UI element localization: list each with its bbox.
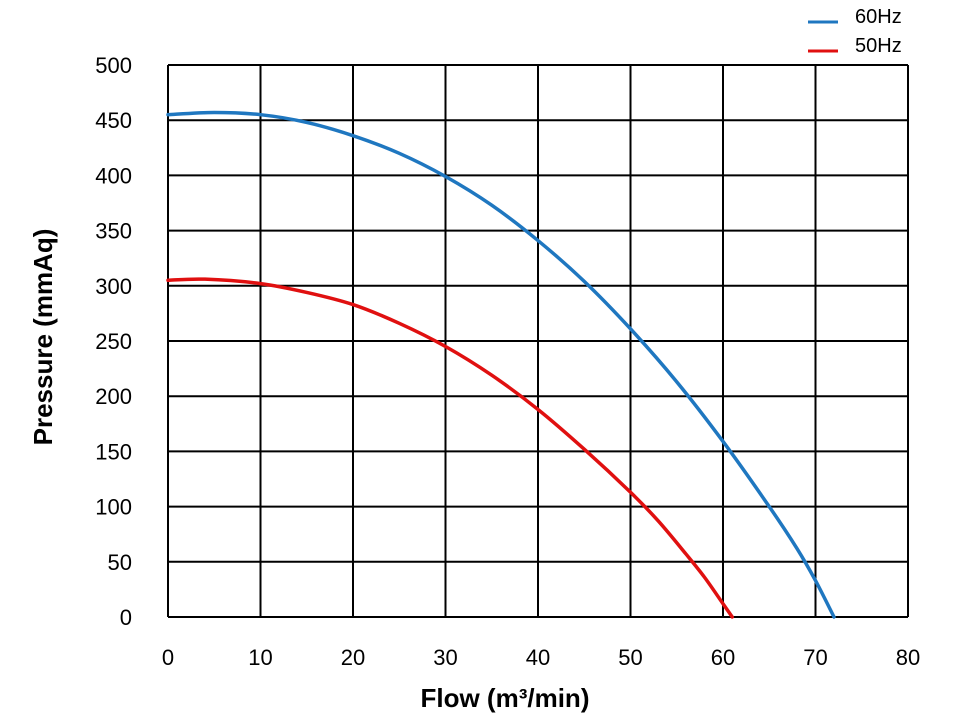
x-tick-label: 40 (526, 645, 550, 670)
x-tick-label: 70 (803, 645, 827, 670)
legend: 60Hz 50Hz (808, 6, 902, 57)
series-line-60hz (166, 110, 836, 619)
x-axis-title: Flow (m³/min) (421, 683, 590, 713)
x-tick-label: 80 (896, 645, 920, 670)
series-line-50hz (166, 277, 734, 619)
x-tick-label: 50 (618, 645, 642, 670)
y-tick-label: 500 (95, 53, 132, 78)
legend-label-50hz: 50Hz (855, 35, 902, 57)
y-tick-label: 350 (95, 219, 132, 244)
grid (167, 64, 909, 618)
series-layer (166, 110, 836, 619)
y-tick-label: 50 (108, 550, 132, 575)
y-tick-label: 400 (95, 163, 132, 188)
y-tick-label: 100 (95, 495, 132, 520)
x-axis-ticks: 0 10 20 30 40 50 60 70 80 (162, 645, 920, 670)
x-tick-label: 30 (433, 645, 457, 670)
y-tick-label: 300 (95, 274, 132, 299)
y-tick-label: 150 (95, 439, 132, 464)
x-tick-label: 20 (341, 645, 365, 670)
y-axis-ticks: 0 50 100 150 200 250 300 350 400 450 500 (95, 53, 132, 630)
y-tick-label: 200 (95, 384, 132, 409)
y-tick-label: 0 (120, 605, 132, 630)
legend-label-60hz: 60Hz (855, 6, 902, 28)
y-axis-title: Pressure (mmAq) (28, 229, 58, 446)
y-tick-label: 450 (95, 108, 132, 133)
x-tick-label: 10 (248, 645, 272, 670)
y-tick-label: 250 (95, 329, 132, 354)
x-tick-label: 0 (162, 645, 174, 670)
x-tick-label: 60 (711, 645, 735, 670)
